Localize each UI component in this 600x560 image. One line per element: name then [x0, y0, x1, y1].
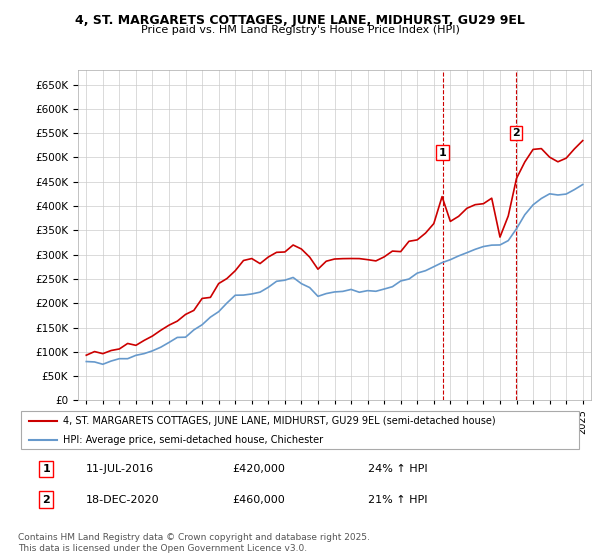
- Text: 24% ↑ HPI: 24% ↑ HPI: [368, 464, 427, 474]
- Text: 1: 1: [439, 148, 446, 157]
- Text: 2: 2: [43, 495, 50, 505]
- Text: HPI: Average price, semi-detached house, Chichester: HPI: Average price, semi-detached house,…: [63, 435, 323, 445]
- Text: 2: 2: [512, 128, 520, 138]
- Text: 21% ↑ HPI: 21% ↑ HPI: [368, 495, 427, 505]
- Text: Contains HM Land Registry data © Crown copyright and database right 2025.
This d: Contains HM Land Registry data © Crown c…: [18, 533, 370, 553]
- Text: 18-DEC-2020: 18-DEC-2020: [86, 495, 160, 505]
- Text: 4, ST. MARGARETS COTTAGES, JUNE LANE, MIDHURST, GU29 9EL: 4, ST. MARGARETS COTTAGES, JUNE LANE, MI…: [75, 14, 525, 27]
- FancyBboxPatch shape: [21, 411, 579, 449]
- Text: £420,000: £420,000: [232, 464, 285, 474]
- Text: 4, ST. MARGARETS COTTAGES, JUNE LANE, MIDHURST, GU29 9EL (semi-detached house): 4, ST. MARGARETS COTTAGES, JUNE LANE, MI…: [63, 417, 496, 426]
- Text: 1: 1: [43, 464, 50, 474]
- Text: £460,000: £460,000: [232, 495, 285, 505]
- Text: 11-JUL-2016: 11-JUL-2016: [86, 464, 154, 474]
- Text: Price paid vs. HM Land Registry's House Price Index (HPI): Price paid vs. HM Land Registry's House …: [140, 25, 460, 35]
